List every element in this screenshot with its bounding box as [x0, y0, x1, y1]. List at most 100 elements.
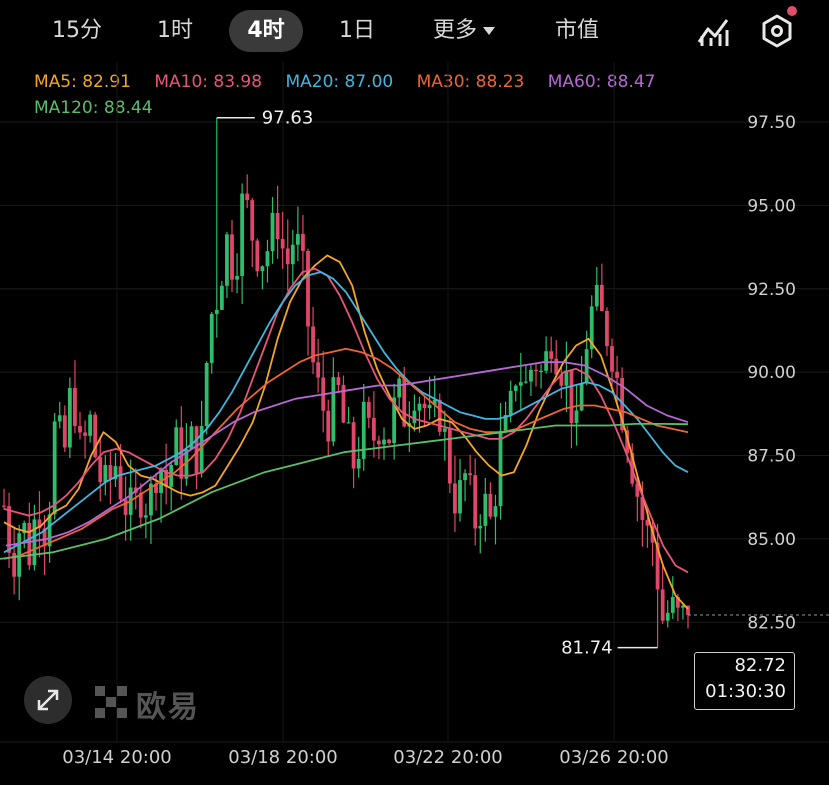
candle-body [681, 605, 685, 608]
candle-body [280, 239, 285, 249]
candle-body [22, 522, 27, 534]
candle-body [57, 415, 62, 422]
y-tick-label: 90.00 [747, 363, 796, 383]
candle-body [518, 382, 523, 386]
tab-4h[interactable]: 4时 [229, 10, 303, 52]
candle-body [67, 387, 72, 448]
candle-body [417, 403, 422, 411]
candle-body [458, 480, 462, 514]
ma30-label: MA30: 88.23 [416, 72, 525, 92]
candle-body [7, 506, 11, 553]
candle-body [610, 346, 614, 372]
last-price-box[interactable]: 82.72 01:30:30 [694, 652, 795, 710]
tab-1h[interactable]: 1时 [157, 18, 193, 43]
chart-indicator-icon[interactable] [694, 12, 732, 50]
candle-body [301, 234, 305, 251]
candle-body [255, 240, 260, 272]
candle-body [138, 492, 143, 518]
candle-body [331, 377, 336, 442]
candle-body [62, 415, 67, 448]
candle-body [47, 514, 52, 547]
tab-1d[interactable]: 1日 [339, 18, 375, 43]
candle-body [306, 250, 310, 327]
candle-body [397, 378, 402, 398]
candle-body [559, 374, 564, 386]
candle-body [437, 399, 442, 432]
candle-body [214, 309, 219, 314]
ma-line-ma5 [3, 254, 689, 610]
candle-body [78, 425, 82, 433]
candle-body [675, 596, 680, 608]
candle-body [316, 362, 321, 378]
candle-body [103, 464, 108, 483]
candle-body [113, 466, 118, 480]
candle-body [83, 432, 87, 436]
ma-legend-row-2: MA120: 88.44 [34, 98, 171, 118]
candle-body [93, 414, 98, 458]
ma-line-ma60 [5, 361, 689, 547]
candle-body [230, 234, 234, 280]
tab-more[interactable]: 更多 [416, 10, 512, 52]
candle-body [290, 244, 295, 265]
candle-body [123, 499, 128, 515]
candle-body [640, 496, 645, 520]
candle-body [356, 458, 361, 469]
candle-body [432, 399, 437, 405]
x-tick-label: 03/18 20:00 [228, 747, 337, 768]
candle-body [655, 542, 660, 590]
x-tick-label: 03/14 20:00 [62, 747, 171, 768]
ma-legend-row-1: MA5: 82.91 MA10: 83.98 MA20: 87.00 MA30:… [34, 72, 673, 92]
candle-body [2, 505, 6, 507]
candle-body [478, 525, 483, 529]
candle-body [594, 284, 599, 307]
candle-body [599, 284, 604, 311]
tab-market-cap[interactable]: 市值 [554, 18, 599, 43]
candle-body [605, 310, 609, 347]
ma-line-ma30 [3, 347, 689, 560]
candlestick-chart[interactable]: 97.50 95.00 92.50 90.00 87.50 85.00 82.50 03/1… [0, 62, 829, 785]
expand-arrows-icon[interactable] [24, 676, 72, 724]
candle-body [189, 426, 194, 450]
y-axis: 97.50 95.00 92.50 90.00 87.50 85.00 82.50 [747, 113, 796, 633]
candle-body [498, 430, 503, 507]
candle-body [351, 422, 356, 469]
candle-body [574, 410, 579, 424]
y-tick-label: 92.50 [747, 280, 796, 300]
x-axis: 03/14 20:00 03/18 20:00 03/22 20:00 03/26 2… [62, 747, 668, 768]
candle-body [422, 403, 427, 409]
candle-body [143, 515, 148, 518]
low-mark-label: 81.74 [561, 638, 613, 659]
candle-body [204, 362, 209, 427]
candle-body [184, 449, 189, 479]
candle-body [149, 483, 153, 516]
candle-body [665, 612, 670, 621]
candle-body [473, 475, 478, 529]
extreme-marks: 97.63 81.74 [216, 108, 829, 659]
tab-more-label: 更多 [432, 18, 477, 43]
hexagon-settings-icon[interactable] [758, 6, 797, 50]
y-tick-label: 95.00 [747, 196, 796, 216]
candle-body [402, 378, 407, 427]
candle-body [37, 519, 42, 529]
ma-line-ma20 [3, 271, 689, 554]
candle-body [569, 370, 574, 424]
candle-body [539, 370, 543, 373]
candle-body [534, 369, 538, 372]
candle-body [73, 387, 77, 426]
candle-body [660, 589, 665, 621]
ma10-label: MA10: 83.98 [154, 72, 263, 92]
candle-body [98, 457, 103, 483]
candle-body [468, 473, 473, 476]
candle-body [670, 596, 675, 613]
candle-body [275, 212, 280, 240]
tab-15min[interactable]: 15分 [52, 18, 102, 43]
candle-body [686, 605, 690, 615]
candle-body [265, 251, 270, 267]
candle-body [549, 351, 554, 359]
candle-body [295, 234, 300, 245]
candle-body [174, 427, 179, 465]
y-tick-label: 97.50 [747, 113, 796, 133]
timeframe-bar: 15分 1时 4时 1日 更多 市值 [0, 0, 829, 62]
x-tick-label: 03/22 20:00 [393, 747, 502, 768]
candle-body [412, 410, 417, 424]
